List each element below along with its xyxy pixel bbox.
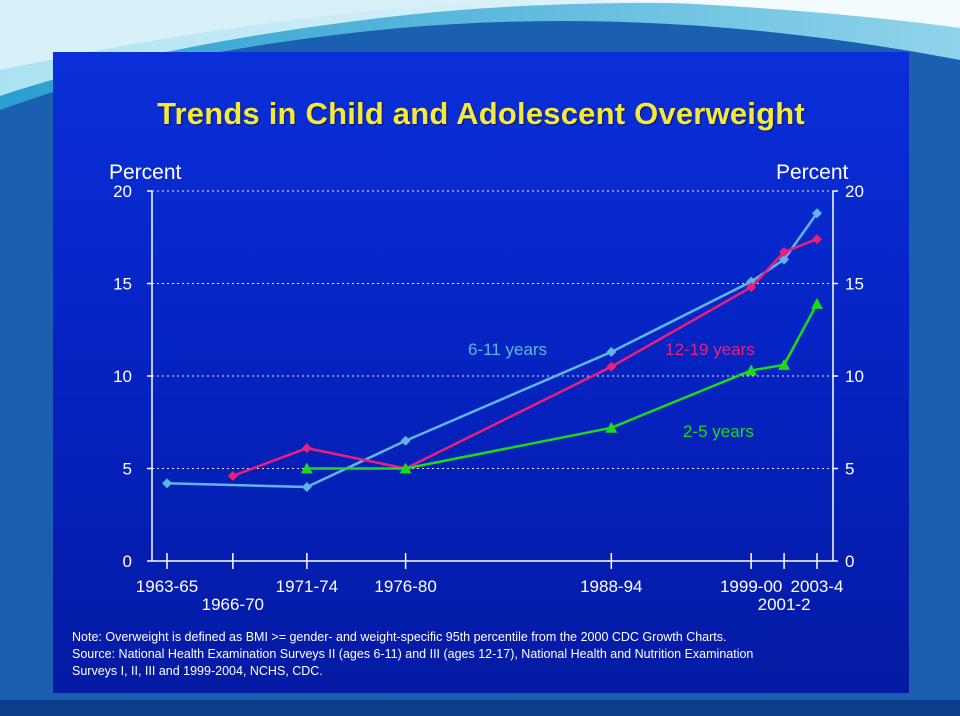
y-tick-label-left: 20 [113, 182, 132, 201]
note-text: Note: Overweight is defined as BMI >= ge… [72, 630, 727, 644]
slide-title: Trends in Child and Adolescent Overweigh… [157, 96, 805, 131]
y-axis-title-left: Percent [109, 161, 182, 184]
data-point-2-5-years [399, 462, 412, 474]
y-tick-label-left: 0 [123, 552, 132, 571]
data-point-12-19-years [606, 361, 617, 372]
series-line-2-5-years [306, 303, 819, 470]
data-point-12-19-years [746, 282, 757, 293]
y-tick-label-left: 15 [113, 275, 132, 294]
y-axis-title-right: Percent [776, 161, 849, 184]
source-text-line-1: Source: National Health Examination Surv… [72, 647, 754, 661]
data-point-6-11-years [162, 478, 172, 489]
data-point-6-11-years [400, 435, 411, 446]
y-tick-label-left: 5 [123, 460, 132, 479]
x-tick-label: 1999-00 [720, 577, 782, 596]
x-tick-label: 1963-65 [136, 577, 198, 596]
x-tick-label: 2003-4 [791, 577, 844, 596]
y-tick-label-left: 10 [113, 367, 132, 386]
chart-panel [53, 52, 909, 693]
x-tick-label: 2001-2 [758, 595, 811, 614]
x-tick-label: 1966-70 [202, 595, 264, 614]
y-tick-label-right: 0 [845, 552, 854, 571]
data-point-6-11-years [301, 482, 312, 492]
y-tick-label-right: 10 [845, 367, 864, 386]
data-point-6-11-years [606, 346, 617, 357]
series-label-2-5-years: 2-5 years [683, 422, 754, 441]
y-tick-label-right: 15 [845, 275, 864, 294]
data-point-2-5-years [605, 421, 618, 433]
source-text-line-2: Surveys I, II, III and 1999-2004, NCHS, … [72, 664, 323, 678]
y-tick-label-right: 5 [845, 460, 854, 479]
data-point-6-11-years [812, 208, 822, 219]
series-label-12-19-years: 12-19 years [665, 340, 755, 359]
data-point-12-19-years [812, 234, 822, 245]
x-tick-label: 1971-74 [276, 577, 338, 596]
data-point-2-5-years [745, 364, 758, 376]
data-point-2-5-years [811, 297, 823, 309]
series-label-6-11-years: 6-11 years [468, 340, 547, 359]
data-point-2-5-years [778, 358, 791, 370]
data-point-2-5-years [300, 462, 313, 474]
x-tick-label: 1976-80 [374, 577, 436, 596]
x-tick-label: 1988-94 [580, 577, 642, 596]
data-point-12-19-years [227, 470, 238, 481]
data-point-12-19-years [301, 443, 312, 454]
y-tick-label-right: 20 [845, 182, 864, 201]
data-point-6-11-years [779, 254, 790, 265]
data-point-12-19-years [779, 247, 790, 258]
